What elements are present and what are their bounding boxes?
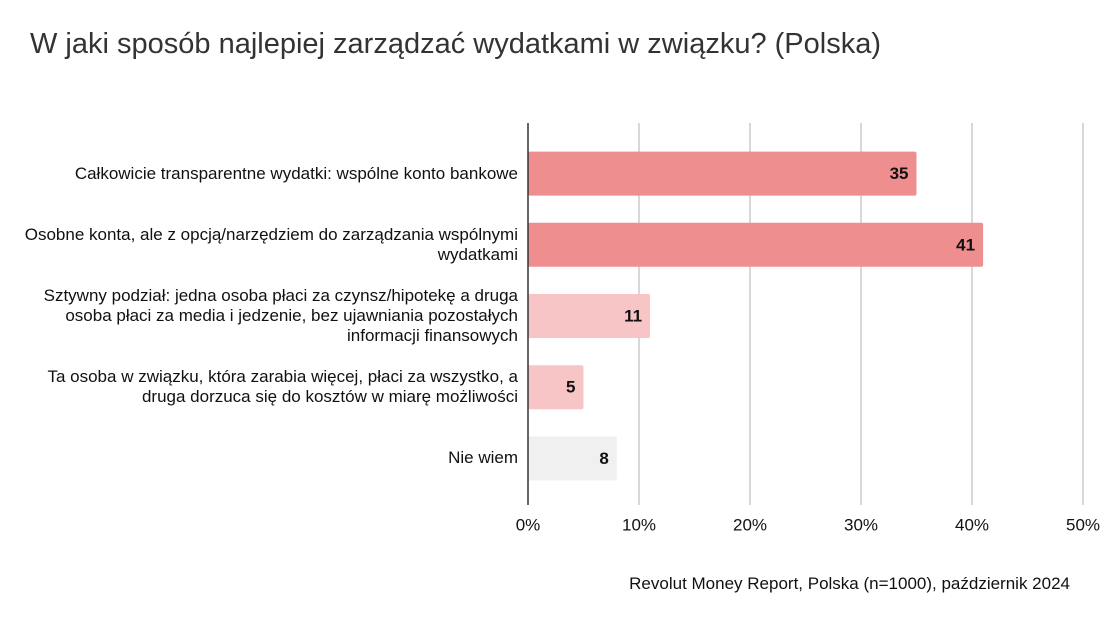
x-tick-label: 0%: [516, 515, 541, 534]
value-label: 5: [566, 378, 575, 397]
value-label: 11: [624, 306, 642, 325]
value-label: 8: [599, 449, 608, 468]
x-tick-label: 20%: [733, 515, 767, 534]
y-tick-label: Sztywny podział: jedna osoba płaci za cz…: [43, 286, 518, 345]
y-tick-label: Osobne konta, ale z opcją/narzędziem do …: [24, 224, 518, 264]
x-tick-label: 50%: [1066, 515, 1100, 534]
value-label: 41: [956, 235, 975, 254]
y-tick-label: Nie wiem: [448, 448, 518, 468]
bar: [528, 222, 984, 267]
value-label: 35: [890, 164, 909, 183]
y-tick-label: Ta osoba w związku, która zarabia więcej…: [47, 367, 518, 407]
bar: [528, 436, 617, 481]
bar: [528, 365, 584, 410]
x-tick-label: 10%: [622, 515, 656, 534]
source-note: Revolut Money Report, Polska (n=1000), p…: [629, 574, 1070, 593]
x-tick-label: 30%: [844, 515, 878, 534]
bar: [528, 294, 651, 338]
x-tick-label: 40%: [955, 515, 989, 534]
y-tick-label: Całkowicie transparentne wydatki: wspóln…: [74, 163, 518, 183]
bar: [528, 151, 917, 196]
chart-title: W jaki sposób najlepiej zarządzać wydatk…: [30, 28, 881, 60]
